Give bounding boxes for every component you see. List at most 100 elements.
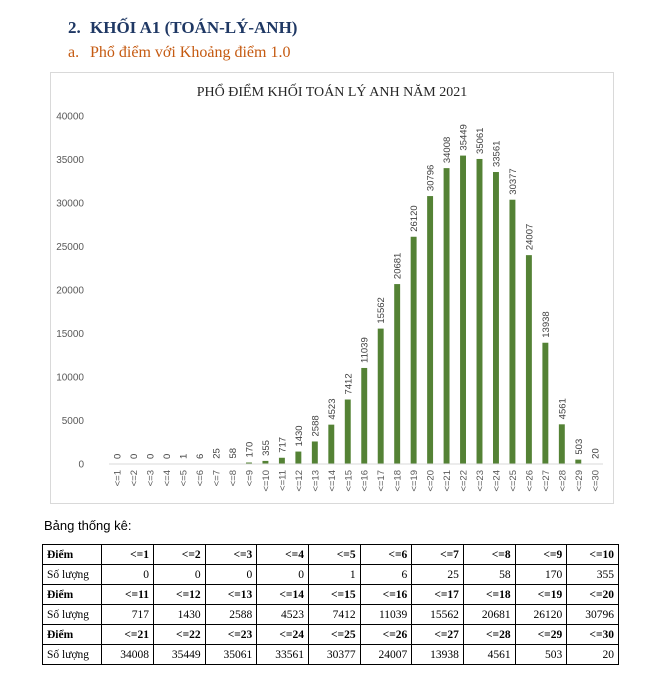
x-tick-label: <=27 (541, 470, 552, 492)
table-cell-diem: <=30 (566, 624, 619, 645)
table-cell-soluong: 15562 (411, 604, 464, 625)
table-cell-diem: <=23 (204, 624, 258, 645)
table-cell-soluong: 58 (462, 564, 516, 585)
x-tick-label: <=9 (244, 470, 255, 486)
bar (410, 236, 417, 464)
table-cell-diem: <=15 (307, 584, 361, 605)
x-tick-label: <=24 (491, 470, 502, 492)
bar (394, 284, 401, 464)
subsection-number: a. (68, 44, 80, 61)
section-number: 2. (68, 18, 81, 37)
table-cell-diem: <=18 (462, 584, 516, 605)
bar-value-label: 11039 (360, 337, 371, 363)
y-tick-label: 35000 (56, 155, 84, 166)
bar-value-label: 30796 (426, 165, 437, 191)
bar-value-label: 35061 (475, 128, 486, 154)
table-cell-diem: <=25 (307, 624, 361, 645)
bar-value-label: 717 (277, 437, 288, 453)
y-tick-label: 30000 (56, 199, 84, 210)
table-cell-diem: <=10 (566, 544, 619, 565)
y-tick-label: 25000 (56, 242, 84, 253)
table-cell-diem: <=19 (514, 584, 568, 605)
x-tick-label: <=5 (179, 470, 190, 486)
table-cell-soluong: 4523 (256, 604, 309, 625)
bar (575, 459, 582, 464)
bar (278, 457, 285, 464)
table-cell-diem: <=24 (256, 624, 309, 645)
table-cell-soluong: 26120 (514, 604, 568, 625)
table-cell-diem: <=12 (152, 584, 206, 605)
bar-value-label: 24007 (524, 224, 535, 250)
bar (311, 441, 318, 464)
table-title: Bảng thống kê: (44, 518, 132, 533)
bar-value-label: 20 (590, 448, 601, 459)
chart-title: PHỔ ĐIỂM KHỐI TOÁN LÝ ANH NĂM 2021 (197, 82, 468, 100)
bar (476, 158, 483, 464)
table-cell-diem: <=21 (101, 624, 154, 645)
table-row-soluong: Số lượng 717 1430 2588 4523 7412 11039 15562 206… (41, 604, 619, 625)
row-label-soluong: Số lượng (41, 604, 103, 625)
table-row-soluong: Số lượng 0 0 0 0 1 6 25 58 170 355 (41, 564, 619, 585)
bar (542, 342, 549, 464)
bar (443, 168, 450, 464)
bar-value-label: 35449 (459, 124, 470, 150)
x-tick-label: <=17 (376, 470, 387, 492)
x-tick-label: <=10 (261, 470, 272, 492)
table-cell-diem: <=17 (411, 584, 464, 605)
x-tick-label: <=25 (508, 470, 519, 492)
bar (493, 172, 499, 465)
y-tick-label: 5000 (62, 416, 85, 427)
table-cell-soluong: 503 (514, 644, 568, 665)
row-label-diem: Điểm (41, 544, 103, 565)
bar-value-label: 503 (574, 439, 585, 455)
bar-value-label: 15562 (376, 297, 387, 323)
y-tick-label: 0 (78, 460, 84, 471)
table-cell-diem: <=2 (152, 544, 206, 565)
table-cell-diem: <=20 (566, 584, 619, 605)
bar (558, 424, 565, 464)
bar-value-label: 0 (129, 454, 140, 459)
x-tick-label: <=13 (310, 470, 321, 492)
bar-value-label: 34008 (442, 137, 453, 163)
row-label-soluong: Số lượng (41, 644, 103, 665)
table-cell-diem: <=16 (359, 584, 413, 605)
table-cell-soluong: 6 (359, 564, 413, 585)
bar-value-label: 2588 (310, 415, 321, 436)
bar (361, 367, 368, 464)
table-row-diem: Điểm <=21 <=22 <=23 <=24 <=25 <=26 <=27 <=28 <=29… (41, 624, 619, 645)
bar (295, 451, 302, 464)
table-cell-soluong: 0 (204, 564, 258, 585)
bar-value-label: 7412 (343, 373, 354, 394)
y-tick-label: 20000 (56, 286, 84, 297)
bar-value-label: 13938 (541, 311, 552, 337)
table-cell-soluong: 2588 (204, 604, 258, 625)
table-cell-soluong: 11039 (359, 604, 413, 625)
x-tick-label: <=4 (162, 470, 173, 486)
bar-value-label: 0 (113, 454, 124, 459)
x-tick-label: <=29 (574, 470, 585, 492)
table-cell-diem: <=7 (411, 544, 464, 565)
bar-value-label: 26120 (409, 205, 420, 231)
x-tick-label: <=19 (409, 470, 420, 492)
bar-value-label: 355 (261, 440, 272, 456)
bar (509, 199, 516, 464)
table-cell-soluong: 25 (411, 564, 464, 585)
table-cell-soluong: 33561 (256, 644, 309, 665)
bar (246, 462, 252, 464)
table-cell-soluong: 35061 (204, 644, 258, 665)
row-label-soluong: Số lượng (41, 564, 103, 585)
subsection-heading: a. Phổ điểm với Khoảng điểm 1.0 (68, 44, 290, 62)
bar (377, 328, 384, 464)
table-cell-soluong: 4561 (462, 644, 516, 665)
x-tick-label: <=21 (442, 470, 453, 492)
table-cell-soluong: 170 (514, 564, 568, 585)
bar-value-label: 4523 (327, 399, 338, 420)
table-cell-diem: <=3 (204, 544, 258, 565)
section-heading: 2. KHỐI A1 (TOÁN-LÝ-ANH) (68, 18, 297, 38)
bar-value-label: 20681 (393, 253, 404, 279)
x-tick-label: <=18 (393, 470, 404, 492)
table-row-soluong: Số lượng 34008 35449 35061 33561 30377 24007 13… (41, 644, 619, 665)
row-label-diem: Điểm (41, 584, 103, 605)
table-row-diem: Điểm <=1 <=2 <=3 <=4 <=5 <=6 <=7 <=8 <=9 <=10 (41, 544, 619, 565)
y-tick-label: 15000 (56, 329, 84, 340)
